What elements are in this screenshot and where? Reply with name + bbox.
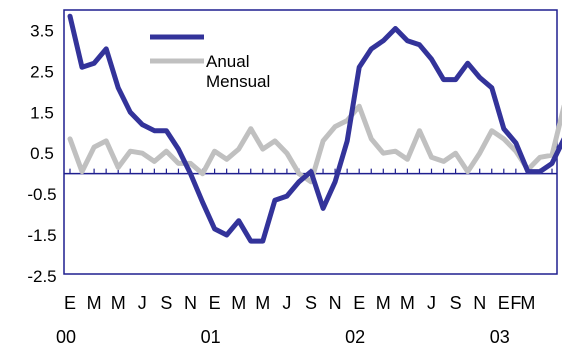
x-tick-label: S (305, 293, 317, 313)
x-tick-label: E (64, 293, 76, 313)
legend-label-anual: Anual (206, 52, 249, 71)
y-tick-label: 0.5 (30, 144, 54, 163)
x-tick-label: S (450, 293, 462, 313)
x-tick-label: E (498, 293, 510, 313)
x-tick-label: N (184, 293, 197, 313)
x-year-label: 01 (201, 327, 221, 347)
legend: Anual Mensual (150, 34, 270, 91)
y-tick-label: -0.5 (27, 185, 56, 204)
x-tick-label: F (510, 293, 521, 313)
y-tick-label: -2.5 (27, 267, 56, 286)
x-tick-label: M (520, 293, 535, 313)
x-tick-label: S (160, 293, 172, 313)
x-tick-label: E (353, 293, 365, 313)
x-tick-label: J (282, 293, 291, 313)
series-layer (67, 13, 562, 244)
x-year-label: 03 (490, 327, 510, 347)
x-tick-label: N (473, 293, 486, 313)
legend-label-mensual: Mensual (206, 72, 270, 91)
x-tick-label: M (400, 293, 415, 313)
x-year-label: 00 (56, 327, 76, 347)
y-axis-tick-labels: 3.5 2.5 1.5 0.5 -0.5 -1.5 -2.5 (27, 22, 56, 286)
plot-frame (63, 9, 558, 275)
x-axis-year-labels: 00 01 02 03 (56, 327, 510, 347)
x-tick-label: J (138, 293, 147, 313)
x-tick-label: M (255, 293, 270, 313)
x-tick-label: M (376, 293, 391, 313)
x-tick-label: M (87, 293, 102, 313)
series-line-mensual (67, 103, 562, 185)
y-tick-label: 2.5 (30, 62, 54, 81)
x-tick-label: E (209, 293, 221, 313)
y-tick-label: 1.5 (30, 103, 54, 122)
y-tick-label: -1.5 (27, 226, 56, 245)
x-tick-label: M (231, 293, 246, 313)
x-tick-label: N (329, 293, 342, 313)
x-year-label: 02 (345, 327, 365, 347)
y-tick-label: 3.5 (30, 22, 54, 41)
series-line-anual (67, 13, 562, 244)
x-tick-label: M (111, 293, 126, 313)
x-tick-label: J (427, 293, 436, 313)
